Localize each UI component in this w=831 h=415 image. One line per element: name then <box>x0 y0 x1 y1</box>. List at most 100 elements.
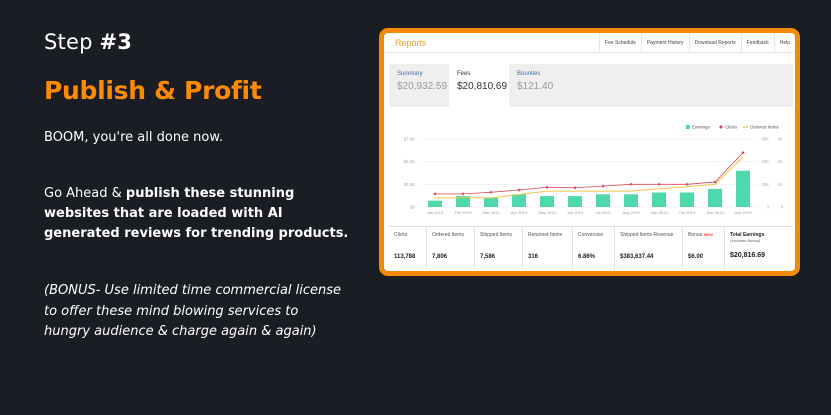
tab-bounties-value: $121.40 <box>517 81 554 92</box>
y-tick-right: 30K <box>761 137 769 142</box>
stat-shipped-revenue: Shipped Items Revenue $383,637.44 <box>615 227 683 269</box>
x-tick: Jul 2019 <box>595 210 611 215</box>
marker-clicks <box>741 151 745 155</box>
stat-value: 7,586 <box>480 254 496 260</box>
stats-row: Clicks 113,788 Ordered Items 7,806 Shipp… <box>389 226 793 269</box>
headline: Publish & Profit <box>44 76 262 105</box>
x-tick: Nov 2019 <box>706 210 724 215</box>
bar-earnings <box>680 192 694 207</box>
reports-title: Reports <box>395 37 427 48</box>
y-tick-left: $0 <box>410 205 415 210</box>
publish-plain: Go Ahead & <box>44 186 126 201</box>
tab-summary-label: Summary <box>397 71 423 77</box>
reports-topbar: Reports Fee Schedule Payment History Dow… <box>384 33 795 53</box>
x-tick: Oct 2019 <box>679 210 696 215</box>
y-tick-right-2: 3K <box>778 137 783 142</box>
x-tick: Jan 2019 <box>427 210 444 215</box>
y-tick-right-2: 1K <box>778 182 783 187</box>
reports-screenshot: Reports Fee Schedule Payment History Dow… <box>379 28 800 276</box>
stat-clicks: Clicks 113,788 <box>389 227 427 269</box>
stat-label: Conversion <box>578 232 604 238</box>
link-feedback[interactable]: Feedback <box>740 33 774 52</box>
tab-summary-value: $20,932.59 <box>397 81 448 92</box>
y-tick-left: $2.5K <box>404 182 415 187</box>
reports-links: Fee Schedule Payment History Download Re… <box>599 33 795 52</box>
bar-earnings <box>736 170 750 207</box>
new-badge: NEW <box>703 232 713 237</box>
bar-earnings <box>428 200 442 207</box>
bar-earnings <box>708 188 722 207</box>
step-heading: Step #3 <box>44 30 132 54</box>
stat-ordered-items: Ordered Items 7,806 <box>427 227 475 269</box>
bar-earnings <box>624 194 638 207</box>
marker-clicks <box>657 182 661 186</box>
done-text: BOOM, you're all done now. <box>44 130 223 145</box>
stat-returned-items: Returned Items 316 <box>523 227 573 269</box>
link-help[interactable]: Help <box>773 33 795 52</box>
x-tick: Feb 2019 <box>455 210 473 215</box>
marker-clicks <box>685 182 689 186</box>
legend-swatch-clicks <box>719 125 723 129</box>
earnings-chart: Earnings Clicks Ordered Items $7.5K 30K 3K $5.… <box>404 125 784 216</box>
bar-earnings <box>596 194 610 207</box>
y-tick-right-2: 2K <box>778 159 783 164</box>
bar-earnings <box>456 196 470 207</box>
marker-clicks <box>573 186 577 190</box>
publish-paragraph: Go Ahead & publish these stunning websit… <box>44 184 354 244</box>
line-clicks <box>435 152 744 195</box>
stat-total-earnings: Total Earnings (Includes Bonus) $20,816.… <box>725 227 793 269</box>
marker-clicks <box>461 192 465 196</box>
x-tick: May 2019 <box>538 210 556 215</box>
stat-label: Returned Items <box>528 232 563 238</box>
stat-label: Bonus NEW <box>688 232 724 247</box>
bar-earnings <box>568 196 582 207</box>
bar-earnings <box>540 196 554 207</box>
step-number: #3 <box>99 30 133 54</box>
marker-clicks <box>629 182 633 186</box>
bonus-paragraph: (BONUS- Use limited time commercial lice… <box>44 283 342 339</box>
stat-value: $6.00 <box>688 254 704 260</box>
stat-value: $383,637.44 <box>620 254 654 260</box>
tab-bounties-label: Bounties <box>517 71 541 77</box>
marker-clicks <box>489 190 493 194</box>
stat-value: 316 <box>528 254 539 260</box>
link-download-reports[interactable]: Download Reports <box>688 33 741 52</box>
y-tick-right: 0 <box>767 205 770 210</box>
tab-summary[interactable]: Summary $20,932.59 <box>389 64 449 107</box>
tab-fees-value: $20,810.69 <box>457 81 508 92</box>
line-ordered-items <box>435 156 744 199</box>
stat-label: Ordered Items <box>432 232 464 238</box>
marker-clicks <box>545 185 549 189</box>
marker-clicks <box>433 192 437 196</box>
marker-clicks <box>601 184 605 188</box>
legend-label: Ordered Items <box>750 125 780 130</box>
y-tick-right: 10K <box>761 182 769 187</box>
tab-fees[interactable]: Fees $20,810.69 <box>449 64 509 112</box>
stat-sub: (Includes Bonus) <box>730 238 761 243</box>
stat-bonus: Bonus NEW $6.00 <box>683 227 725 269</box>
x-tick: Sep 2019 <box>650 210 668 215</box>
stat-label: Shipped Items <box>480 232 512 238</box>
publish-bold: publish these stunning websites that are… <box>44 186 349 241</box>
y-tick-left: $5.0K <box>404 159 415 164</box>
stat-label: Shipped Items Revenue <box>620 232 674 238</box>
marker-clicks <box>517 188 521 192</box>
bar-earnings <box>512 194 526 207</box>
bar-earnings <box>484 197 498 207</box>
stat-value: $20,816.69 <box>730 252 766 259</box>
link-fee-schedule[interactable]: Fee Schedule <box>599 33 641 52</box>
y-tick-right-2: 0 <box>781 205 784 210</box>
tab-bounties[interactable]: Bounties $121.40 <box>509 64 569 107</box>
stat-value: 6.86% <box>578 254 596 260</box>
tab-fees-label: Fees <box>457 71 471 77</box>
stat-label: Clicks <box>394 232 408 238</box>
x-tick: Dec 2019 <box>734 210 752 215</box>
legend-label: Clicks <box>725 125 738 130</box>
x-tick: Jun 2019 <box>567 210 584 215</box>
link-payment-history[interactable]: Payment History <box>640 33 689 52</box>
y-tick-left: $7.5K <box>404 137 415 142</box>
stat-label: Total Earnings <box>730 232 765 238</box>
x-tick: Mar 2019 <box>483 210 501 215</box>
marker-clicks <box>713 180 717 184</box>
y-tick-right: 20K <box>761 159 769 164</box>
